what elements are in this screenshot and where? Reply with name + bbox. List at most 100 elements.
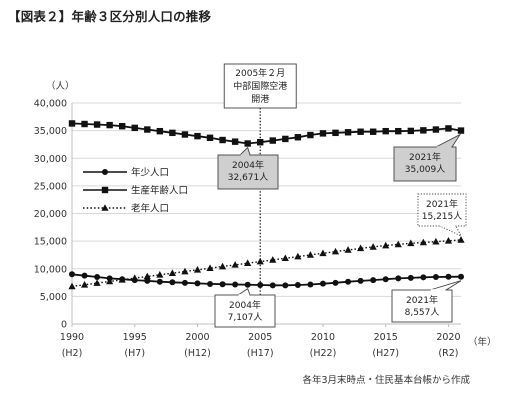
data-point-square bbox=[282, 135, 289, 143]
data-point-triangle bbox=[131, 274, 139, 281]
data-point-triangle bbox=[231, 261, 239, 268]
data-point-circle bbox=[81, 272, 88, 279]
y-axis-ticks: 0 5,000 10,000 15,000 20,000 25,000 30,000 35,0… bbox=[34, 99, 67, 331]
x-tick-era: (H12) bbox=[184, 348, 211, 359]
callout-text: 2021年 bbox=[426, 198, 458, 210]
x-tick-era: (H27) bbox=[372, 348, 399, 359]
data-point-circle bbox=[194, 280, 201, 287]
data-point-circle bbox=[420, 274, 427, 281]
data-point-circle bbox=[144, 277, 151, 284]
data-point-circle bbox=[319, 280, 326, 287]
event-box bbox=[223, 63, 297, 109]
y-tick-label: 15,000 bbox=[34, 237, 67, 248]
data-point-square bbox=[206, 134, 214, 142]
x-tick-era: (H2) bbox=[62, 348, 83, 359]
callout-pointer bbox=[435, 133, 462, 148]
x-tick-era: (R2) bbox=[438, 348, 458, 359]
data-point-triangle bbox=[269, 256, 277, 263]
data-point-triangle bbox=[256, 257, 264, 265]
data-point-triangle bbox=[407, 239, 415, 247]
y-tick-label: 0 bbox=[61, 320, 67, 331]
x-tick-label: 2000 bbox=[185, 332, 209, 343]
data-point-triangle bbox=[419, 238, 427, 246]
data-point-square bbox=[369, 128, 377, 135]
data-point-square bbox=[344, 129, 352, 136]
callout-text: 15,215人 bbox=[422, 211, 463, 222]
data-point-circle bbox=[445, 273, 452, 280]
data-point-square bbox=[432, 126, 440, 133]
data-point-square bbox=[118, 123, 126, 130]
data-point-triangle bbox=[244, 259, 252, 267]
callout-text: 7,107人 bbox=[228, 312, 263, 323]
callout-text: 2004年 bbox=[232, 159, 264, 171]
data-point-triangle bbox=[444, 237, 453, 244]
data-point-square bbox=[169, 129, 176, 137]
data-point-triangle bbox=[193, 266, 202, 273]
callout-text: 2004年 bbox=[229, 299, 261, 311]
data-point-circle bbox=[219, 281, 226, 288]
data-point-square bbox=[68, 120, 76, 127]
data-point-square bbox=[307, 131, 314, 139]
x-axis-ticks: 1990 (H2) 1995 (H7) 2000 (H12) 2005 (H17) 2010 (H… bbox=[60, 324, 461, 359]
data-point-triangle bbox=[106, 277, 114, 285]
event-text: 2005年２月 bbox=[235, 67, 285, 79]
data-point-triangle bbox=[369, 243, 377, 250]
x-tick-label: 2020 bbox=[436, 332, 460, 343]
data-point-triangle bbox=[118, 276, 126, 283]
y-tick-label: 20,000 bbox=[34, 209, 67, 220]
data-point-triangle bbox=[457, 236, 465, 243]
data-point-square bbox=[231, 138, 239, 145]
data-point-triangle bbox=[80, 280, 89, 288]
data-point-square bbox=[93, 121, 101, 128]
data-point-circle bbox=[94, 274, 101, 281]
figure-title: 【図表２】年齢３区分別人口の推移 bbox=[8, 9, 212, 24]
data-point-square bbox=[357, 128, 364, 135]
x-tick-label: 1990 bbox=[60, 332, 84, 343]
data-point-triangle bbox=[281, 254, 289, 262]
data-point-circle bbox=[357, 277, 364, 284]
data-point-circle bbox=[395, 275, 402, 282]
x-tick-label: 2010 bbox=[311, 332, 335, 343]
callout-text: 2021年 bbox=[409, 151, 441, 163]
series-layer bbox=[68, 120, 465, 290]
x-axis-unit: （年） bbox=[468, 336, 497, 348]
data-point-square bbox=[457, 127, 465, 134]
series-line bbox=[71, 122, 462, 145]
data-point-triangle bbox=[357, 244, 365, 252]
data-point-triangle bbox=[218, 262, 227, 270]
data-point-triangle bbox=[101, 204, 109, 211]
callout-text: 32,671人 bbox=[228, 172, 269, 183]
series-line bbox=[71, 273, 462, 287]
event-text: 開港 bbox=[251, 93, 269, 105]
callout-pointer bbox=[236, 288, 251, 296]
data-point-circle bbox=[332, 279, 339, 286]
y-tick-label: 5,000 bbox=[40, 292, 67, 303]
data-point-circle bbox=[370, 277, 377, 284]
data-point-square bbox=[106, 121, 113, 129]
data-point-circle bbox=[345, 278, 352, 285]
source-note: 各年3月末時点・住民基本台帳から作成 bbox=[302, 375, 470, 386]
data-point-square bbox=[144, 126, 151, 133]
data-point-circle bbox=[269, 282, 276, 289]
data-point-triangle bbox=[319, 249, 327, 257]
series-circle bbox=[69, 271, 464, 289]
data-point-square bbox=[81, 120, 88, 128]
callout-pointer bbox=[429, 280, 462, 291]
callout-box bbox=[393, 146, 457, 182]
y-tick-label: 40,000 bbox=[34, 99, 67, 110]
data-point-square bbox=[219, 136, 226, 144]
data-point-circle bbox=[407, 274, 414, 281]
x-tick-label: 1995 bbox=[123, 332, 147, 343]
data-point-triangle bbox=[294, 252, 302, 260]
data-point-triangle bbox=[331, 247, 340, 255]
data-point-triangle bbox=[156, 271, 164, 278]
y-axis-unit: （人） bbox=[46, 80, 75, 92]
data-point-circle bbox=[244, 281, 251, 288]
data-point-triangle bbox=[181, 267, 189, 275]
data-point-triangle bbox=[168, 269, 176, 276]
data-point-square bbox=[257, 139, 264, 146]
data-point-square bbox=[319, 130, 327, 137]
